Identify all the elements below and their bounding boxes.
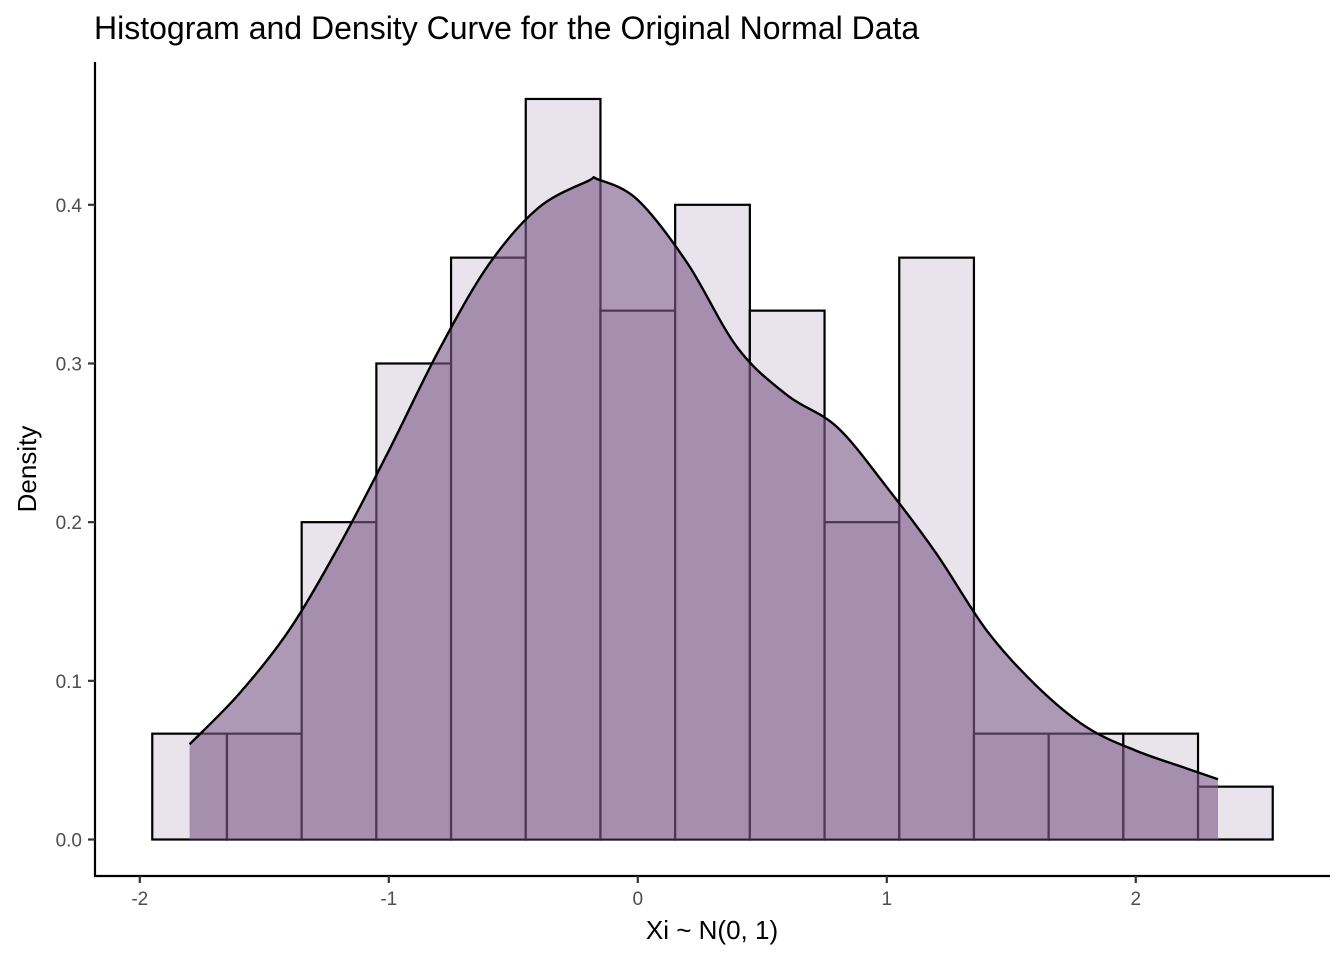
x-tick-label: 0 xyxy=(633,889,644,910)
x-tick-label: 1 xyxy=(882,889,893,910)
x-tick-label: 2 xyxy=(1130,889,1141,910)
y-tick-label: 0.2 xyxy=(56,513,82,534)
y-axis-ticks: 0.0 0.1 0.2 0.3 0.4 xyxy=(56,196,95,852)
y-tick-label: 0.0 xyxy=(56,831,82,852)
chart-title: Histogram and Density Curve for the Orig… xyxy=(94,10,919,46)
density-area xyxy=(189,177,1219,840)
y-tick-label: 0.4 xyxy=(56,196,83,217)
x-tick-label: -1 xyxy=(380,889,397,910)
density-curve xyxy=(188,176,1219,781)
x-axis-ticks: -2 -1 0 1 2 xyxy=(131,876,1141,910)
y-axis-label: Density xyxy=(12,426,42,513)
density-layer xyxy=(188,176,1219,840)
y-tick-label: 0.1 xyxy=(56,672,82,693)
x-tick-label: -2 xyxy=(131,889,148,910)
x-axis-label: Xi ~ N(0, 1) xyxy=(646,915,778,945)
y-tick-label: 0.3 xyxy=(56,354,82,375)
